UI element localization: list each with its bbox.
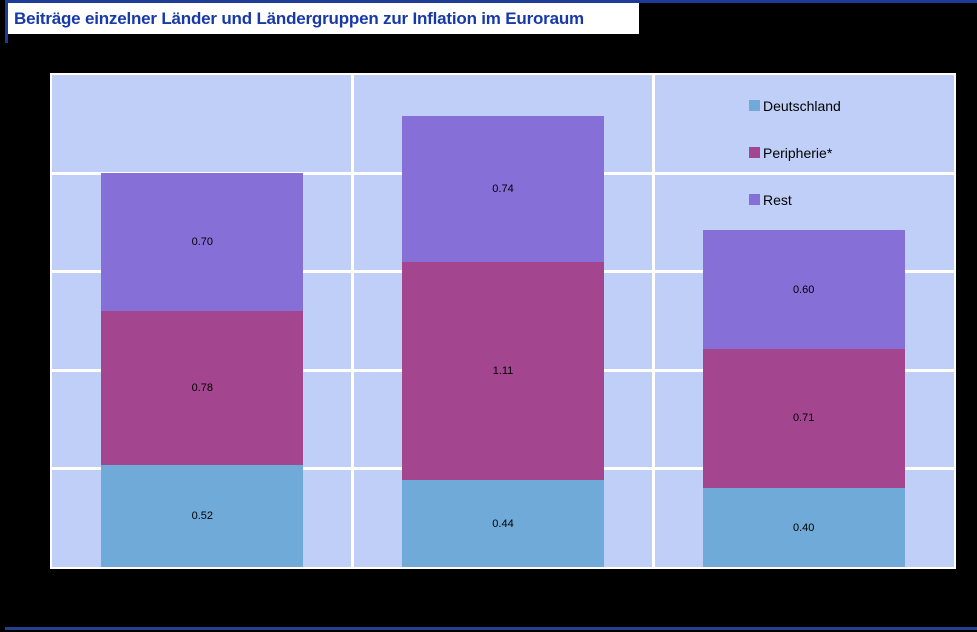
bottom-accent-line xyxy=(5,627,977,630)
legend-label-rest: Rest xyxy=(763,191,792,208)
value-label: 0.78 xyxy=(191,381,214,394)
bar-segment-peripherie: 0.71 xyxy=(702,348,905,489)
value-label: 0.70 xyxy=(191,236,214,249)
left-accent-stub xyxy=(5,0,8,43)
bar-segment-deutschland: 0.40 xyxy=(702,488,905,567)
bar-segment-peripherie: 0.78 xyxy=(101,311,304,465)
gridline-vertical xyxy=(351,75,355,567)
legend-label-deutschland: Deutschland xyxy=(763,97,841,114)
value-label: 0.40 xyxy=(792,521,815,534)
value-label: 0.44 xyxy=(492,517,514,530)
top-accent-line xyxy=(5,0,977,3)
value-label: 0.74 xyxy=(492,183,514,196)
value-label: 0.60 xyxy=(792,283,815,296)
bar-segment-peripherie: 1.11 xyxy=(402,261,604,481)
legend-swatch-deutschland xyxy=(749,100,760,111)
bar-segment-rest: 0.60 xyxy=(702,230,905,349)
legend-label-peripherie: Peripherie* xyxy=(763,144,833,161)
legend-swatch-peripherie xyxy=(749,147,760,158)
bar-segment-rest: 0.70 xyxy=(101,173,304,312)
gridline-vertical xyxy=(651,75,655,567)
legend: Deutschland Peripherie* Rest xyxy=(749,97,841,208)
value-label: 1.11 xyxy=(492,365,514,378)
plot-frame: 0.52 0.78 0.70 0.44 1.11 0.74 0.40 0.71 0.60 Deu… xyxy=(50,73,956,569)
page-title: Beiträge einzelner Länder und Ländergrup… xyxy=(14,8,584,28)
bar-segment-deutschland: 0.44 xyxy=(402,480,604,567)
value-label: 0.71 xyxy=(792,412,815,425)
bar-segment-rest: 0.74 xyxy=(402,116,604,262)
bar-segment-deutschland: 0.52 xyxy=(101,464,304,567)
value-label: 0.52 xyxy=(191,509,214,522)
plot-area: 0.52 0.78 0.70 0.44 1.11 0.74 0.40 0.71 0.60 Deu… xyxy=(52,75,954,567)
legend-swatch-rest xyxy=(749,194,760,205)
title-bar: Beiträge einzelner Länder und Ländergrup… xyxy=(8,3,639,34)
legend-item-deutschland: Deutschland xyxy=(749,97,841,114)
legend-item-rest: Rest xyxy=(749,191,841,208)
legend-item-peripherie: Peripherie* xyxy=(749,144,841,161)
